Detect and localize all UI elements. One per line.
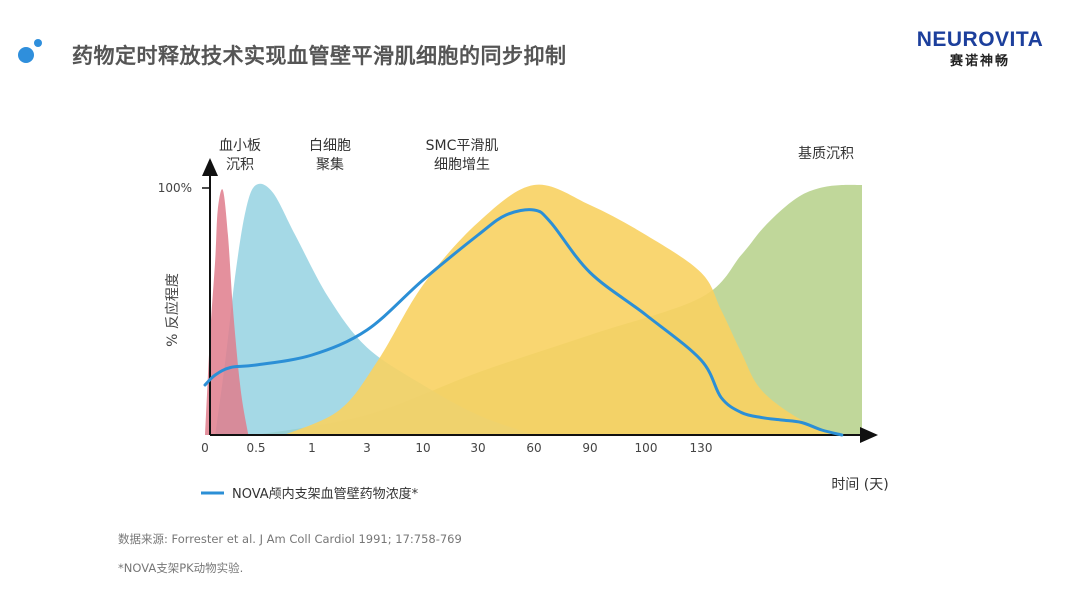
series-label-0: 沉积 xyxy=(226,157,254,173)
logo-text-en: NEUROVITA xyxy=(916,28,1044,51)
x-tick-label: 0 xyxy=(201,441,209,455)
footnote: *NOVA支架PK动物实验. xyxy=(118,561,244,575)
legend-label: NOVA颅内支架血管壁药物浓度* xyxy=(232,486,419,502)
x-axis-label: 时间 (天) xyxy=(831,477,888,493)
x-tick-label: 1 xyxy=(308,441,316,455)
x-tick-label: 130 xyxy=(690,441,713,455)
x-tick-label: 60 xyxy=(526,441,541,455)
brand-logo: NEUROVITA 赛诺神畅 xyxy=(915,28,1045,69)
x-tick-label: 0.5 xyxy=(246,441,265,455)
series-label-1: 聚集 xyxy=(316,156,344,173)
x-tick-label: 90 xyxy=(582,441,597,455)
area-2 xyxy=(284,184,842,435)
drug-concentration-line xyxy=(203,208,844,437)
x-tick-label: 10 xyxy=(415,441,430,455)
series-label-2: 细胞增生 xyxy=(434,157,490,173)
area-1 xyxy=(215,183,534,435)
logo-text-cn: 赛诺神畅 xyxy=(949,54,1010,69)
series-label-0: 血小板 xyxy=(219,138,261,154)
series-label-2: SMC平滑肌 xyxy=(426,137,499,154)
page-title: 药物定时释放技术实现血管壁平滑肌细胞的同步抑制 xyxy=(72,44,567,68)
x-tick-label: 3 xyxy=(363,441,371,455)
y-tick-label: 100% xyxy=(158,181,192,195)
x-tick-label: 30 xyxy=(470,441,485,455)
series-label-1: 白细胞 xyxy=(309,138,351,154)
decorative-dots-icon xyxy=(18,39,42,63)
x-tick-label: 100 xyxy=(635,441,658,455)
series-label-3: 基质沉积 xyxy=(798,145,854,162)
y-axis-label: % 反应程度 xyxy=(164,273,181,347)
data-source-note: 数据来源: Forrester et al. J Am Coll Cardiol… xyxy=(118,532,462,546)
